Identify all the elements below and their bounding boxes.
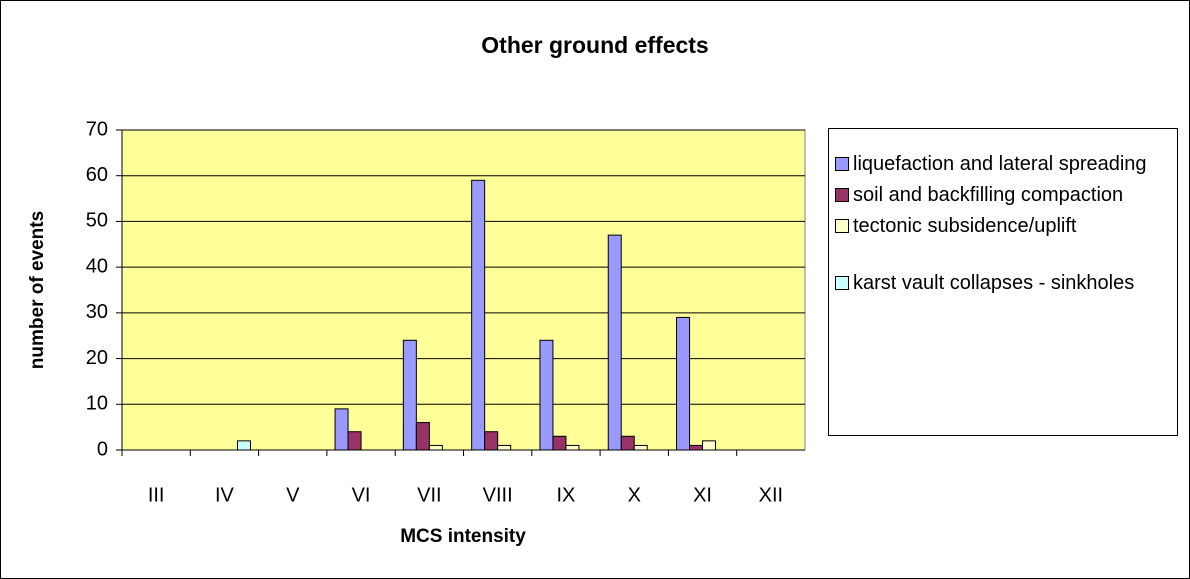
x-tick-label: X <box>628 484 641 506</box>
bar <box>689 444 704 451</box>
x-tick-label: VI <box>352 484 371 506</box>
legend-swatch <box>835 219 849 233</box>
legend-label: soil and backfilling compaction <box>853 184 1124 206</box>
bar <box>236 440 251 451</box>
x-tick-label: XII <box>759 484 783 506</box>
legend-swatch <box>835 276 849 290</box>
y-tick-label: 50 <box>86 210 108 232</box>
y-tick-label: 70 <box>86 118 108 140</box>
legend: liquefaction and lateral spreading soil a… <box>828 128 1178 436</box>
x-tick-label: IX <box>556 484 575 506</box>
legend-label: tectonic subsidence/uplift <box>853 215 1077 237</box>
bar <box>702 440 717 451</box>
y-tick-label: 60 <box>86 164 108 186</box>
bar <box>539 339 554 451</box>
y-tick-label: 20 <box>86 347 108 369</box>
plot-background <box>121 129 806 451</box>
legend-entry: karst vault collapses - sinkholes <box>835 270 1173 297</box>
bar <box>428 444 443 451</box>
legend-swatch <box>835 157 849 171</box>
chart-title: Other ground effects <box>481 32 708 58</box>
bar <box>415 422 430 451</box>
bar <box>484 431 499 451</box>
legend-label: liquefaction and lateral spreading <box>853 153 1147 175</box>
x-tick-label: III <box>148 484 165 506</box>
legend-swatch <box>835 188 849 202</box>
bar <box>552 435 567 451</box>
legend-label: karst vault collapses - sinkholes <box>853 272 1135 294</box>
bar <box>402 339 417 451</box>
x-tick-label: VII <box>417 484 441 506</box>
bar <box>334 408 349 451</box>
bar <box>633 444 648 451</box>
y-tick-label: 40 <box>86 255 108 277</box>
x-axis-label: MCS intensity <box>400 526 526 547</box>
x-tick-label: XI <box>693 484 712 506</box>
legend-entry: tectonic subsidence/uplift <box>835 213 1173 240</box>
y-axis-label: number of events <box>27 211 48 369</box>
bar <box>471 179 486 451</box>
x-tick-label: VIII <box>483 484 513 506</box>
bar <box>676 316 691 451</box>
bar <box>565 444 580 451</box>
y-tick-label: 10 <box>86 393 108 415</box>
legend-entry: soil and backfilling compaction <box>835 182 1173 209</box>
x-tick-label: V <box>286 484 300 506</box>
y-tick-label: 30 <box>86 301 108 323</box>
y-tick-label: 0 <box>97 438 108 460</box>
x-tick-label: IV <box>215 484 235 506</box>
bar <box>347 431 362 451</box>
bar <box>607 234 622 451</box>
bar <box>497 444 512 451</box>
bar <box>620 435 635 451</box>
legend-entry: liquefaction and lateral spreading <box>835 151 1173 178</box>
